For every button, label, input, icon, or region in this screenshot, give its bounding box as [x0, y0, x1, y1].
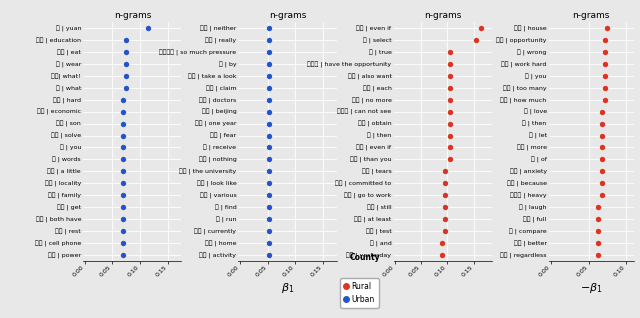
- Point: [264, 145, 274, 150]
- Point: [440, 169, 450, 174]
- Point: [118, 97, 129, 102]
- Point: [264, 61, 274, 66]
- Point: [597, 133, 607, 138]
- Title: n-grams: n-grams: [424, 11, 461, 20]
- Point: [440, 204, 450, 210]
- Point: [121, 38, 131, 43]
- Point: [264, 121, 274, 126]
- Point: [121, 73, 131, 79]
- Point: [264, 157, 274, 162]
- Point: [118, 181, 129, 186]
- Point: [440, 228, 450, 233]
- Point: [445, 85, 455, 90]
- Point: [118, 145, 129, 150]
- Point: [118, 121, 129, 126]
- Title: n-grams: n-grams: [114, 11, 151, 20]
- Point: [445, 133, 455, 138]
- X-axis label: $-\beta_1$: $-\beta_1$: [580, 281, 602, 295]
- Text: County: County: [350, 253, 380, 262]
- Point: [118, 252, 129, 257]
- Point: [264, 73, 274, 79]
- Point: [118, 157, 129, 162]
- Point: [264, 85, 274, 90]
- Title: n-grams: n-grams: [269, 11, 306, 20]
- Point: [593, 252, 604, 257]
- Point: [121, 61, 131, 66]
- Point: [597, 169, 607, 174]
- Point: [264, 50, 274, 55]
- Point: [593, 217, 604, 222]
- Point: [445, 97, 455, 102]
- Point: [445, 61, 455, 66]
- Point: [264, 109, 274, 114]
- Point: [440, 193, 450, 198]
- Point: [593, 204, 604, 210]
- Point: [264, 26, 274, 31]
- Point: [118, 204, 129, 210]
- Point: [445, 157, 455, 162]
- Point: [118, 109, 129, 114]
- Point: [445, 121, 455, 126]
- Point: [264, 181, 274, 186]
- Point: [593, 240, 604, 245]
- Title: n-grams: n-grams: [573, 11, 610, 20]
- Legend: Rural, Urban: Rural, Urban: [340, 278, 379, 308]
- Point: [118, 133, 129, 138]
- Point: [597, 145, 607, 150]
- Point: [600, 61, 610, 66]
- Point: [600, 38, 610, 43]
- Point: [264, 38, 274, 43]
- Point: [264, 169, 274, 174]
- Point: [121, 50, 131, 55]
- Point: [264, 228, 274, 233]
- Point: [121, 85, 131, 90]
- Point: [476, 26, 486, 31]
- Point: [118, 228, 129, 233]
- Point: [440, 181, 450, 186]
- Point: [264, 217, 274, 222]
- Point: [600, 85, 610, 90]
- Point: [264, 133, 274, 138]
- Point: [264, 193, 274, 198]
- Point: [264, 240, 274, 245]
- Point: [471, 38, 481, 43]
- Point: [597, 109, 607, 114]
- Point: [600, 50, 610, 55]
- Point: [597, 193, 607, 198]
- Point: [118, 193, 129, 198]
- Point: [445, 73, 455, 79]
- Point: [597, 157, 607, 162]
- Point: [600, 73, 610, 79]
- Point: [597, 181, 607, 186]
- Point: [445, 109, 455, 114]
- Point: [597, 121, 607, 126]
- Point: [118, 169, 129, 174]
- Point: [602, 26, 612, 31]
- Point: [264, 252, 274, 257]
- Point: [437, 252, 447, 257]
- Point: [445, 145, 455, 150]
- Point: [143, 26, 154, 31]
- Point: [600, 97, 610, 102]
- Point: [264, 97, 274, 102]
- Point: [593, 228, 604, 233]
- Point: [437, 240, 447, 245]
- Point: [440, 217, 450, 222]
- Point: [445, 50, 455, 55]
- Point: [118, 240, 129, 245]
- Point: [118, 217, 129, 222]
- Point: [264, 204, 274, 210]
- X-axis label: $\beta_1$: $\beta_1$: [281, 281, 294, 295]
